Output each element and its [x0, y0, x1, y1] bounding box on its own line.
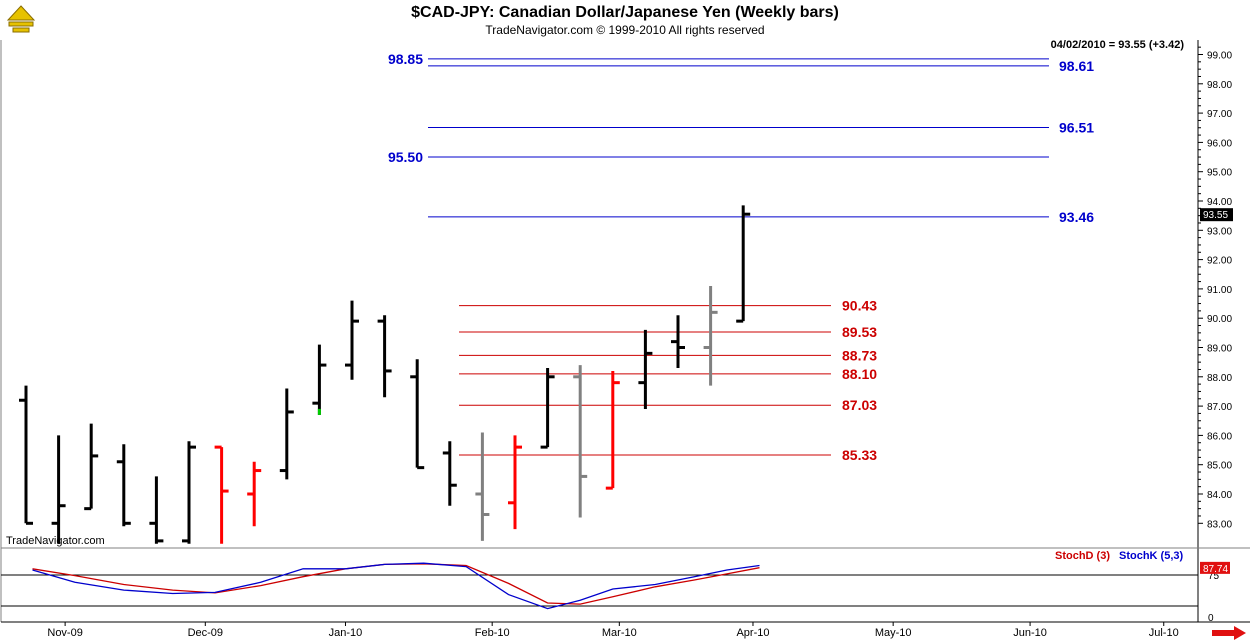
last-price-box — [1200, 208, 1233, 222]
stoch-k-line — [32, 562, 760, 610]
y-tick-label: 89.00 — [1207, 344, 1232, 355]
x-tick-label: Dec-09 — [188, 627, 223, 639]
last-price-label: 93.55 — [1203, 210, 1228, 221]
y-tick-label: 99.00 — [1207, 51, 1232, 62]
y-tick-label: 90.00 — [1207, 314, 1232, 325]
x-tick-label: Jan-10 — [329, 627, 363, 639]
y-tick-label: 93.00 — [1207, 226, 1232, 237]
ohlc-bar — [19, 385, 33, 525]
scroll-right-arrow-icon[interactable] — [1212, 626, 1246, 640]
ohlc-bar — [475, 432, 490, 541]
ohlc-bar — [345, 300, 359, 380]
x-tick-label: Jul-10 — [1149, 627, 1179, 639]
stoch-last-box — [1200, 561, 1230, 574]
blue-level-label: 95.50 — [388, 149, 423, 165]
ohlc-bar — [279, 388, 294, 480]
red-level-label: 89.53 — [842, 324, 877, 340]
ohlc-bar — [605, 370, 620, 490]
ohlc-bar — [671, 315, 685, 369]
y-tick-label: 92.00 — [1207, 256, 1232, 267]
chart-title: $CAD-JPY: Canadian Dollar/Japanese Yen (… — [411, 4, 839, 21]
y-tick-label: 97.00 — [1207, 109, 1232, 120]
blue-level-label: 98.61 — [1059, 58, 1094, 74]
ohlc-bar — [377, 315, 392, 398]
ohlc-bar — [703, 285, 718, 386]
y-tick-label: 98.00 — [1207, 80, 1232, 91]
ohlc-bar — [736, 205, 751, 323]
stochastic-panel: 75 0 87.74 — [1, 561, 1230, 624]
x-tick-label: Jun-10 — [1013, 627, 1047, 639]
ohlc-bars — [19, 205, 751, 544]
stoch-tick-label: 0 — [1208, 613, 1214, 624]
ohlc-bar — [214, 445, 229, 544]
y-tick-label: 83.00 — [1207, 519, 1232, 530]
y-tick-label: 85.00 — [1207, 461, 1232, 472]
ohlc-bar — [508, 435, 522, 530]
x-tick-label: Mar-10 — [602, 627, 637, 639]
x-tick-label: Apr-10 — [736, 627, 769, 639]
x-tick-label: May-10 — [875, 627, 912, 639]
chart-subtitle: TradeNavigator.com © 1999-2010 All right… — [485, 23, 765, 37]
price-axis: 83.00 84.00 85.00 86.00 87.00 88.00 89.00 90.00… — [1198, 46, 1233, 530]
stoch-last-label: 87.74 — [1203, 564, 1228, 575]
blue-level-label: 93.46 — [1059, 209, 1094, 225]
ohlc-bar — [247, 461, 262, 527]
stoch-k-label: StochK (5,3) — [1119, 550, 1184, 562]
blue-level-label: 96.51 — [1059, 119, 1094, 135]
level-lines: 98.85 98.61 96.51 95.50 93.46 90.43 89.53 88.73… — [388, 51, 1094, 463]
blue-level-label: 98.85 — [388, 51, 423, 67]
ohlc-bar — [149, 476, 164, 544]
y-tick-label: 86.00 — [1207, 431, 1232, 442]
ohlc-bar — [442, 441, 457, 506]
stoch-d-label: StochD (3) — [1055, 550, 1110, 562]
y-tick-label: 95.00 — [1207, 168, 1232, 179]
y-tick-label: 84.00 — [1207, 490, 1232, 501]
ohlc-bar — [573, 365, 588, 518]
red-level-label: 88.10 — [842, 366, 877, 382]
trade-navigator-logo-icon — [6, 5, 36, 33]
x-tick-label: Feb-10 — [475, 627, 510, 639]
last-info-label: 04/02/2010 = 93.55 (+3.42) — [1051, 39, 1185, 51]
y-tick-label: 88.00 — [1207, 373, 1232, 384]
time-axis: Nov-09 Dec-09 Jan-10 Feb-10 Mar-10 Apr-10 May-… — [47, 622, 1179, 639]
ohlc-bar — [410, 359, 425, 470]
ohlc-bar — [540, 368, 555, 449]
ohlc-bar — [51, 435, 66, 544]
red-level-label: 85.33 — [842, 447, 877, 463]
stoch-d-line — [32, 563, 760, 605]
ohlc-bar — [182, 441, 196, 544]
watermark: TradeNavigator.com — [6, 535, 105, 547]
red-level-label: 88.73 — [842, 347, 877, 363]
chart-header: $CAD-JPY: Canadian Dollar/Japanese Yen (… — [0, 0, 1250, 40]
red-level-label: 87.03 — [842, 397, 877, 413]
ohlc-bar — [312, 344, 327, 415]
x-tick-label: Nov-09 — [47, 627, 82, 639]
stoch-tick-label: 75 — [1208, 571, 1220, 582]
y-tick-label: 91.00 — [1207, 285, 1232, 296]
y-tick-label: 87.00 — [1207, 402, 1232, 413]
red-level-label: 90.43 — [842, 298, 877, 314]
ohlc-bar — [638, 329, 653, 410]
ohlc-bar — [116, 444, 131, 527]
y-tick-label: 94.00 — [1207, 197, 1232, 208]
ohlc-bar — [84, 423, 99, 511]
y-tick-label: 96.00 — [1207, 138, 1232, 149]
